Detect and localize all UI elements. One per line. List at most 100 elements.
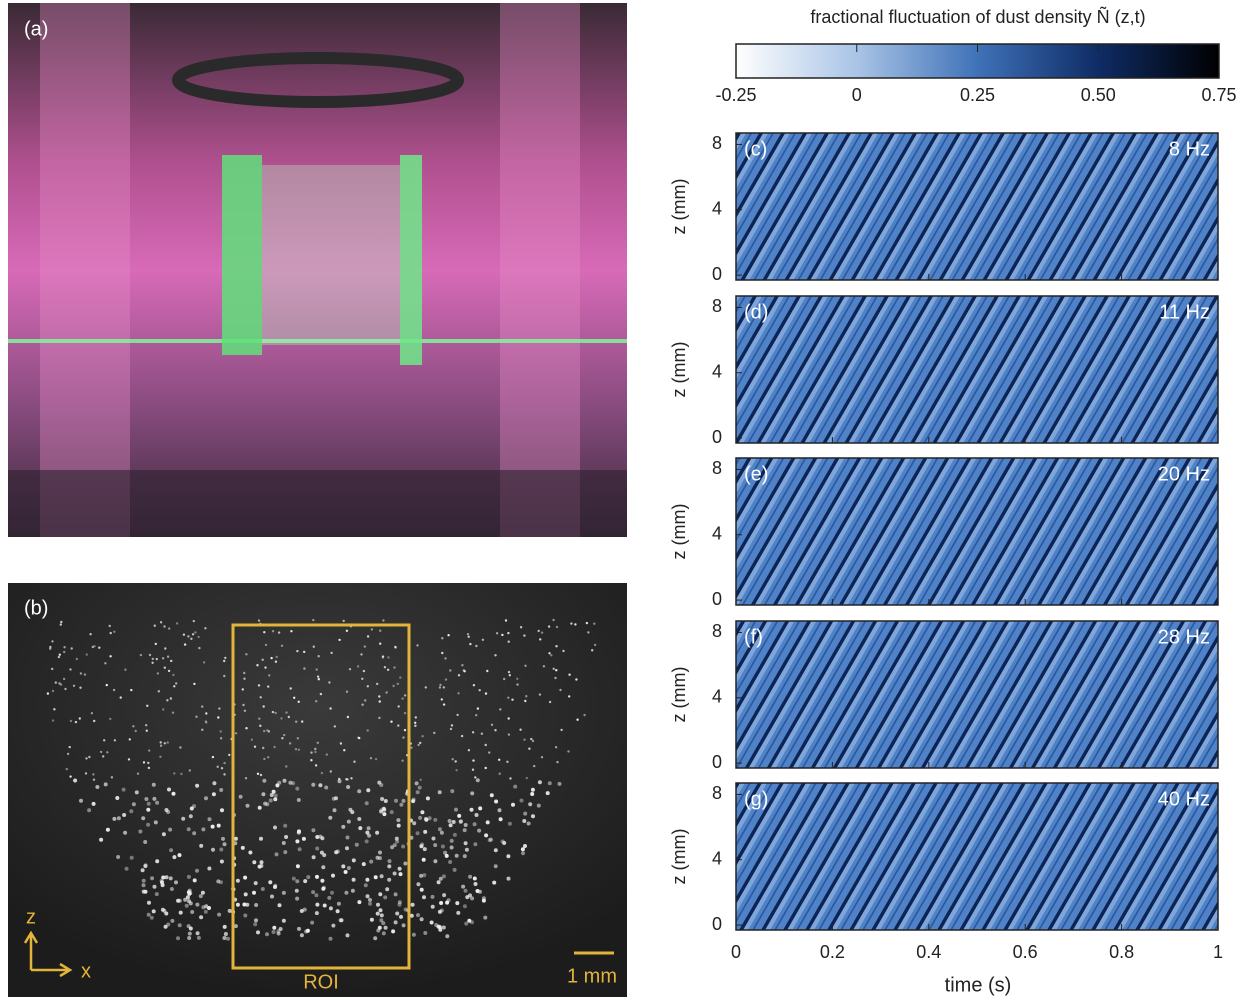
particle (509, 777, 511, 779)
particle (49, 646, 51, 648)
particle (224, 657, 226, 659)
particle (494, 864, 498, 868)
particle (352, 878, 356, 882)
particle (553, 668, 555, 670)
particle (546, 791, 550, 795)
particle (369, 860, 373, 864)
particle (465, 848, 469, 852)
particle (380, 797, 384, 801)
particle (548, 625, 550, 627)
particle (485, 692, 487, 694)
particle (189, 814, 193, 818)
particle (167, 656, 169, 658)
particle (310, 751, 312, 753)
particle (439, 684, 441, 686)
particle (246, 804, 250, 808)
particle (303, 908, 307, 912)
particle (477, 707, 479, 709)
particle (260, 696, 262, 698)
particle (412, 933, 416, 937)
particle (567, 750, 569, 752)
particle (364, 699, 366, 701)
particle (334, 850, 338, 854)
particle (208, 817, 212, 821)
particle (152, 797, 156, 801)
colorbar-tick-label: 0.50 (1081, 85, 1116, 105)
particle (538, 780, 542, 784)
particle (187, 635, 189, 637)
particle (329, 937, 333, 941)
particle (242, 704, 244, 706)
y-tick-label: 4 (712, 687, 722, 707)
particle (365, 801, 369, 805)
particle (303, 667, 305, 669)
particle (368, 902, 372, 906)
particle (155, 859, 159, 863)
particle (85, 757, 87, 759)
particle (268, 880, 272, 884)
particle (264, 666, 266, 668)
particle (199, 915, 203, 919)
particle (142, 890, 146, 894)
particle (418, 816, 422, 820)
particle (511, 803, 515, 807)
particle (272, 630, 274, 632)
y-tick-label: 0 (712, 264, 722, 284)
particle (301, 720, 303, 722)
particle (76, 658, 78, 660)
particle (593, 623, 595, 625)
particle (445, 934, 449, 938)
particle (295, 879, 299, 883)
particle (395, 912, 399, 916)
particle (594, 644, 596, 646)
figure: (a) (b) ROI 1 mm z x fractional fluctuat… (0, 0, 1251, 1003)
particle (390, 721, 392, 723)
particle (467, 633, 469, 635)
particle (543, 665, 545, 667)
particle (272, 930, 276, 934)
particle (388, 859, 392, 863)
particle (324, 786, 328, 790)
heatmap (736, 133, 1218, 280)
particle (397, 824, 401, 828)
particle (591, 649, 593, 651)
particle (360, 653, 362, 655)
particle (150, 876, 154, 880)
particle (60, 621, 62, 623)
particle (401, 845, 405, 849)
particle (367, 826, 371, 830)
particle (79, 717, 81, 719)
particle (260, 860, 264, 864)
particle (176, 936, 180, 940)
y-axis-title: z (mm) (669, 504, 689, 560)
particle (190, 910, 194, 914)
particle (172, 712, 174, 714)
particle (455, 854, 459, 858)
particle (363, 670, 365, 672)
particle (382, 656, 384, 658)
particle (390, 810, 394, 814)
particle (285, 765, 287, 767)
particle (420, 810, 424, 814)
particle (382, 931, 386, 935)
x-tick-label: 1 (1213, 942, 1223, 962)
particle (483, 916, 487, 920)
particle (422, 858, 426, 862)
particle (155, 801, 159, 805)
particle (476, 778, 480, 782)
particle (498, 808, 502, 812)
particle (158, 690, 160, 692)
particle (212, 792, 216, 796)
particle (414, 725, 416, 727)
particle (75, 721, 77, 723)
panel-label: (d) (744, 301, 768, 323)
particle (459, 820, 463, 824)
particle (376, 903, 380, 907)
particle (464, 841, 468, 845)
particle (379, 918, 383, 922)
particle (132, 802, 136, 806)
particle (508, 822, 512, 826)
particle (326, 753, 328, 755)
particle (521, 847, 525, 851)
particle (180, 773, 182, 775)
